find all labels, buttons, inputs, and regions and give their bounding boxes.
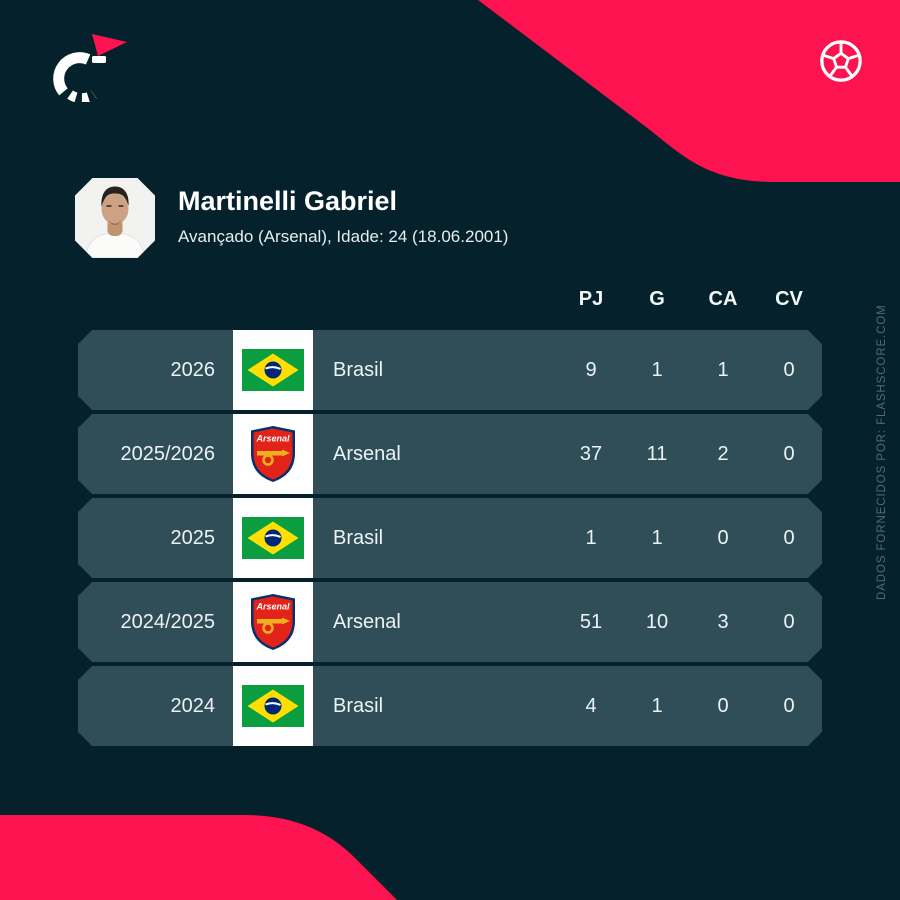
season-label: 2024/2025 [120,610,215,633]
brazil-flag-icon [242,685,304,727]
season-label: 2026 [170,358,215,381]
season-stats-table: PJ G CA CV 2026 Brasil 9 1 1 0 2025/2026… [78,288,822,750]
stat-ca: 2 [717,442,729,465]
pink-ribbon-bottom [0,815,397,900]
team-badge-cell [233,666,313,746]
season-label: 2025 [170,526,215,549]
player-text-block: Martinelli Gabriel Avançado (Arsenal), I… [178,178,508,258]
brazil-flag-icon [242,517,304,559]
stat-pj: 37 [579,442,603,465]
table-row: 2024/2025 Arsenal Arsenal 51 10 3 0 [78,582,822,662]
stats-header-row: PJ G CA CV [78,288,822,330]
team-name: Arsenal [333,610,401,633]
team-name: Arsenal [333,442,401,465]
team-badge-cell [233,498,313,578]
row-stats: 37 11 2 0 [558,443,822,466]
team-badge-cell: Arsenal [233,582,313,662]
svg-text:Arsenal: Arsenal [255,602,290,612]
arsenal-crest-icon: Arsenal [249,425,297,483]
stat-ca: 0 [717,526,729,549]
player-avatar [75,178,155,258]
table-row: 2025/2026 Arsenal Arsenal 37 11 2 0 [78,414,822,494]
stat-g: 1 [651,358,663,381]
player-name: Martinelli Gabriel [178,186,398,216]
season-label: 2024 [170,694,215,717]
stat-pj: 51 [579,610,603,633]
player-details: Avançado (Arsenal), Idade: 24 (18.06.200… [178,227,509,247]
stat-cv: 0 [783,526,795,549]
stat-ca: 1 [717,358,729,381]
column-header-cv: CV [775,288,803,310]
row-stats: 9 1 1 0 [558,359,822,382]
stat-cv: 0 [783,442,795,465]
row-stats: 1 1 0 0 [558,527,822,550]
stat-pj: 4 [585,694,597,717]
attribution-watermark: DADOS FORNECIDOS POR: FLASHSCORE.COM [876,304,888,601]
row-stats: 4 1 0 0 [558,695,822,718]
team-name: Brasil [333,358,384,381]
table-row: 2025 Brasil 1 1 0 0 [78,498,822,578]
team-badge-cell: Arsenal [233,414,313,494]
stat-cv: 0 [783,610,795,633]
pink-ribbon-top [478,0,900,182]
team-badge-cell [233,330,313,410]
column-header-ca: CA [708,288,738,310]
stat-ca: 3 [717,610,729,633]
column-header-pj: PJ [578,288,604,310]
team-name: Brasil [333,694,384,717]
stat-pj: 1 [585,526,597,549]
team-name: Brasil [333,526,384,549]
row-stats: 51 10 3 0 [558,611,822,634]
stat-pj: 9 [585,358,597,381]
table-row: 2024 Brasil 4 1 0 0 [78,666,822,746]
stats-rows: 2026 Brasil 9 1 1 0 2025/2026 Arsenal Ar… [78,330,822,746]
stat-g: 11 [646,442,668,465]
player-header: Martinelli Gabriel Avançado (Arsenal), I… [75,178,508,258]
player-photo [75,178,155,258]
stat-cv: 0 [783,358,795,381]
soccer-ball-icon [820,40,862,82]
stat-ca: 0 [717,694,729,717]
arsenal-crest-icon: Arsenal [249,593,297,651]
stat-g: 1 [651,526,663,549]
stat-cv: 0 [783,694,795,717]
table-row: 2026 Brasil 9 1 1 0 [78,330,822,410]
stat-g: 10 [645,610,669,633]
season-label: 2025/2026 [120,442,215,465]
column-header-g: G [649,288,665,310]
stat-g: 1 [651,694,663,717]
flashscore-logo-icon [53,34,127,102]
brazil-flag-icon [242,349,304,391]
svg-text:Arsenal: Arsenal [255,434,290,444]
